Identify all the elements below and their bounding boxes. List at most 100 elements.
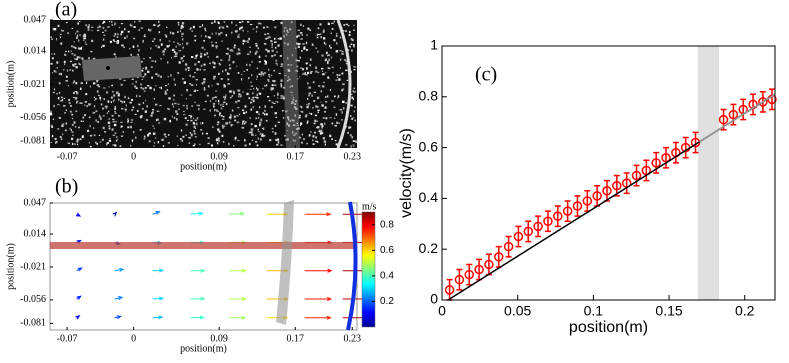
particle: [141, 78, 144, 80]
particle: [225, 103, 228, 105]
particle: [237, 52, 240, 54]
particle: [140, 114, 143, 118]
particle: [182, 46, 184, 49]
particle: [244, 40, 247, 42]
particle: [322, 29, 325, 32]
particle: [97, 26, 99, 29]
particle: [314, 119, 317, 122]
particle: [108, 110, 110, 112]
particle: [276, 101, 279, 103]
particle: [50, 36, 52, 38]
particle: [153, 145, 155, 147]
particle: [349, 45, 351, 47]
velocity-arrow: [152, 315, 164, 320]
particle: [256, 97, 259, 99]
particle: [62, 29, 65, 32]
particle: [298, 116, 301, 119]
x-tick-label: 0.05: [504, 303, 531, 319]
particle: [106, 91, 109, 94]
particle: [267, 50, 270, 53]
particle: [327, 22, 330, 24]
particle: [166, 45, 169, 48]
particle: [199, 55, 203, 58]
particle: [164, 85, 168, 87]
particle: [321, 129, 323, 133]
particle: [275, 59, 278, 62]
particle: [252, 28, 255, 30]
data-point: [718, 114, 729, 125]
particle: [97, 121, 100, 123]
particle: [112, 90, 114, 93]
particle: [296, 78, 299, 80]
particle: [254, 52, 257, 55]
particle: [158, 122, 161, 124]
particle: [84, 35, 86, 38]
particle: [309, 29, 312, 31]
particle: [244, 139, 246, 142]
particle: [286, 80, 289, 82]
colorbar-tick-label: 0.8: [380, 219, 394, 230]
particle: [296, 128, 299, 131]
particle: [88, 103, 92, 105]
particle: [185, 98, 187, 100]
particle: [92, 57, 96, 61]
particle: [193, 125, 196, 128]
particle: [271, 55, 273, 57]
particle: [70, 50, 73, 52]
particle: [173, 55, 176, 58]
particle: [286, 29, 288, 32]
particle: [53, 88, 56, 91]
particle: [263, 72, 267, 74]
particle: [312, 139, 314, 142]
particle: [144, 99, 147, 101]
particle: [280, 21, 283, 25]
particle: [134, 85, 137, 88]
particle: [121, 30, 124, 34]
particle: [200, 122, 202, 125]
particle: [338, 122, 340, 124]
particle: [264, 59, 266, 63]
particle: [316, 120, 319, 122]
particle: [316, 126, 319, 129]
particle: [237, 72, 240, 74]
particle: [60, 138, 63, 140]
particle: [306, 121, 308, 125]
particle: [351, 39, 354, 42]
particle: [234, 136, 237, 140]
particle: [328, 44, 331, 48]
particle: [207, 85, 210, 88]
particle: [249, 46, 251, 48]
error-bar: [750, 93, 757, 116]
y-tick-label: 0.014: [24, 228, 47, 239]
particle: [120, 125, 123, 128]
particle: [215, 90, 218, 92]
colorbar: [361, 211, 376, 328]
particle: [292, 119, 295, 122]
particle: [191, 30, 193, 32]
particle: [286, 130, 288, 132]
particle: [280, 79, 283, 82]
particle: [130, 53, 132, 56]
vertical-band: [276, 200, 294, 325]
particle: [327, 95, 329, 98]
particle: [218, 130, 221, 133]
particle: [349, 126, 352, 129]
particle: [327, 76, 329, 78]
particle: [324, 106, 327, 109]
particle: [348, 34, 351, 37]
particle: [335, 113, 338, 116]
particle: [65, 122, 68, 125]
velocity-arrow: [190, 211, 204, 216]
particle: [155, 45, 158, 47]
particle: [353, 29, 355, 31]
particle: [89, 85, 91, 88]
particle: [248, 37, 250, 41]
particle: [256, 26, 258, 29]
particle: [324, 122, 326, 125]
particle: [342, 100, 345, 104]
x-tick-label: 0.09: [210, 151, 228, 162]
particle: [111, 84, 113, 87]
particle: [297, 34, 300, 37]
particle: [154, 103, 158, 106]
particle: [222, 116, 225, 118]
